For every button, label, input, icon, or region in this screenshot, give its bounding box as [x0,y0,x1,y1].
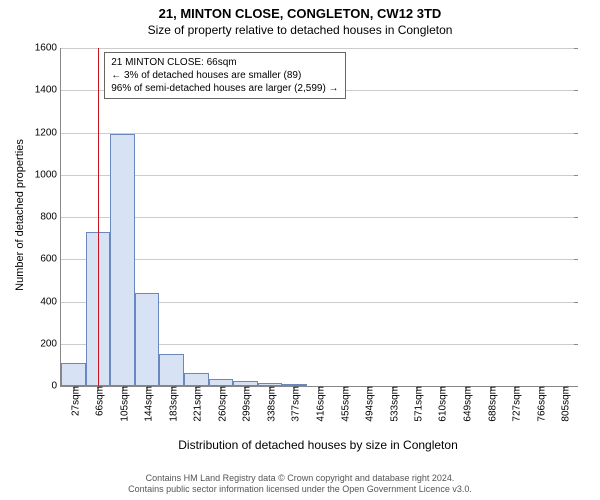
x-tick-label: 338sqm [262,386,277,422]
x-tick-label: 144sqm [140,386,155,422]
x-tick-label: 494sqm [361,386,376,422]
y-tick-label: 1400 [35,85,61,96]
gridline [61,133,577,134]
histogram-bar [135,293,160,386]
annotation-line-2: ← 3% of detached houses are smaller (89) [111,69,338,82]
footer-attribution: Contains HM Land Registry data © Crown c… [0,473,600,496]
y-tick-label: 800 [40,212,61,223]
chart-container: 21, MINTON CLOSE, CONGLETON, CW12 3TD Si… [0,0,600,500]
x-tick-label: 66sqm [91,386,106,416]
gridline [61,48,577,49]
footer-line-1: Contains HM Land Registry data © Crown c… [0,473,600,485]
x-tick-label: 105sqm [115,386,130,422]
x-tick-label: 221sqm [188,386,203,422]
x-tick-label: 571sqm [409,386,424,422]
histogram-bar [209,379,234,386]
y-tick-label: 600 [40,254,61,265]
x-tick-label: 688sqm [483,386,498,422]
x-tick-label: 610sqm [434,386,449,422]
x-tick-label: 416sqm [312,386,327,422]
histogram-bar [61,363,86,386]
x-tick-label: 377sqm [287,386,302,422]
x-tick-label: 299sqm [238,386,253,422]
footer-line-2: Contains public sector information licen… [0,484,600,496]
y-tick-label: 1600 [35,43,61,54]
annotation-line-1: 21 MINTON CLOSE: 66sqm [111,56,338,69]
y-tick-label: 200 [40,338,61,349]
x-axis-label: Distribution of detached houses by size … [60,438,576,452]
x-tick-label: 805sqm [557,386,572,422]
page-subtitle: Size of property relative to detached ho… [0,23,600,37]
x-tick-label: 649sqm [458,386,473,422]
gridline [61,217,577,218]
histogram-bar [159,354,184,386]
annotation-box: 21 MINTON CLOSE: 66sqm ← 3% of detached … [104,52,345,99]
x-tick-label: 766sqm [532,386,547,422]
x-tick-label: 533sqm [385,386,400,422]
x-tick-label: 183sqm [165,386,180,422]
histogram-bar [110,134,135,386]
x-tick-label: 27sqm [66,386,81,416]
plot-area: 02004006008001000120014001600 27sqm66sqm… [60,48,577,387]
y-tick-label: 1000 [35,169,61,180]
y-tick-label: 400 [40,296,61,307]
x-tick-label: 260sqm [213,386,228,422]
y-axis-label: Number of detached properties [14,125,26,305]
y-tick-label: 0 [51,381,61,392]
gridline [61,175,577,176]
histogram-bar [184,373,209,386]
page-title-address: 21, MINTON CLOSE, CONGLETON, CW12 3TD [0,0,600,21]
gridline [61,259,577,260]
x-tick-label: 727sqm [508,386,523,422]
reference-line [98,48,99,386]
x-tick-label: 455sqm [336,386,351,422]
y-tick-label: 1200 [35,127,61,138]
annotation-line-3: 96% of semi-detached houses are larger (… [111,82,338,95]
